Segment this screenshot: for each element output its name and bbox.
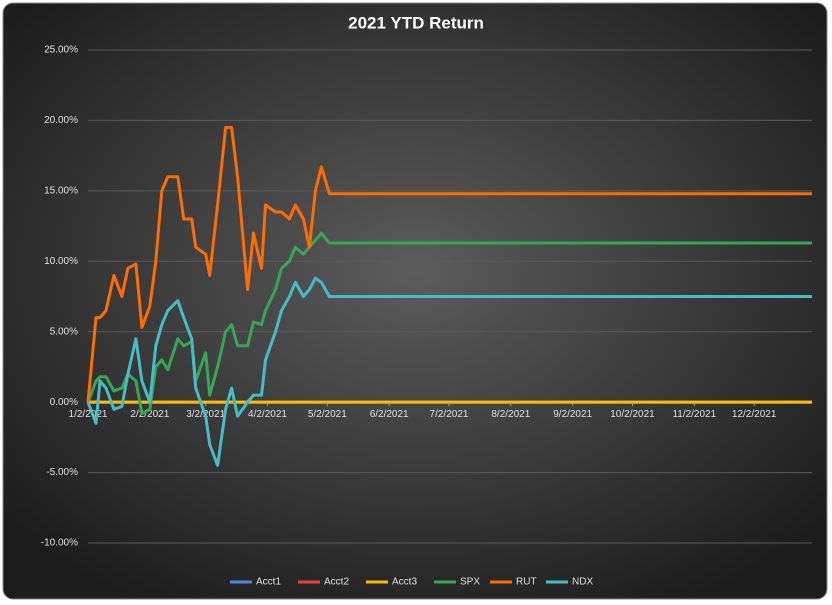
legend-label: Acct3 (392, 577, 417, 588)
legend-label: RUT (516, 577, 537, 588)
y-tick-label: 10.00% (44, 256, 78, 267)
y-tick-label: 0.00% (50, 397, 78, 408)
line-series (86, 126, 812, 403)
x-tick-label: 6/2/2021 (370, 409, 409, 420)
legend-label: Acct1 (256, 577, 281, 588)
chart-title: 2021 YTD Return (348, 13, 484, 32)
x-tick-label: 9/2/2021 (553, 409, 592, 420)
y-tick-label: 25.00% (44, 45, 78, 56)
y-tick-label: 5.00% (50, 326, 78, 337)
legend-label: Acct2 (324, 577, 349, 588)
line-series (86, 276, 812, 467)
y-tick-label: -5.00% (46, 467, 78, 478)
x-tick-label: 11/2/2021 (672, 409, 716, 420)
x-tick-label: 4/2/2021 (248, 409, 287, 420)
x-tick-label: 8/2/2021 (491, 409, 530, 420)
x-tick-label: 12/2/2021 (732, 409, 777, 420)
y-tick-label: 20.00% (44, 115, 78, 126)
legend-label: SPX (460, 577, 480, 588)
y-tick-label: 15.00% (44, 185, 78, 196)
x-tick-label: 7/2/2021 (430, 409, 469, 420)
x-tick-label: 10/2/2021 (610, 409, 655, 420)
y-tick-label: -10.00% (41, 538, 78, 549)
legend-label: NDX (572, 577, 593, 588)
x-tick-label: 1/2/2021 (69, 409, 108, 420)
x-tick-label: 5/2/2021 (308, 409, 347, 420)
x-tick-label: 2/2/2021 (130, 409, 169, 420)
